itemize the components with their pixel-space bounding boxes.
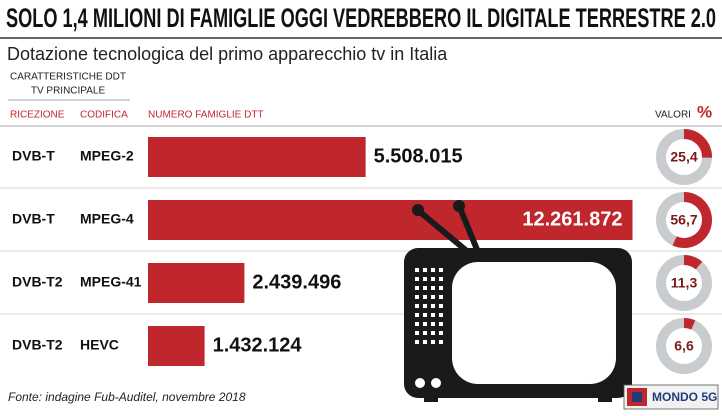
brand-icon [632, 392, 642, 402]
column-header: VALORI [655, 110, 691, 121]
donut-segment [672, 192, 712, 248]
source-note: Fonte: indagine Fub-Auditel, novembre 20… [8, 390, 246, 404]
group-header: CARATTERISTICHE DDT [10, 72, 126, 83]
donut-segment [683, 129, 712, 158]
value-label: 2.439.496 [252, 271, 341, 293]
bar [148, 263, 245, 303]
row-ricezione: DVB-T2 [12, 337, 63, 353]
row-category: MPEG-2 [80, 148, 134, 164]
row-ricezione: DVB-T [12, 211, 55, 227]
row-category: MPEG-41 [80, 274, 142, 290]
row-ricezione: DVB-T [12, 148, 55, 164]
donut-segment [683, 318, 696, 330]
chart-title: SOLO 1,4 MILIONI DI FAMIGLIE OGGI VEDREB… [6, 3, 716, 33]
value-label: 5.508.015 [374, 145, 463, 167]
value-label: 12.261.872 [522, 208, 622, 230]
column-header: RICEZIONE [10, 110, 65, 121]
bar [148, 137, 366, 177]
column-header: NUMERO FAMIGLIE DTT [148, 110, 264, 121]
brand-name: MONDO 5G [652, 390, 717, 404]
chart-subtitle: Dotazione tecnologica del primo apparecc… [7, 44, 448, 64]
value-label: 1.432.124 [213, 334, 303, 356]
bar [148, 326, 205, 366]
column-header: % [697, 102, 712, 121]
group-header: TV PRINCIPALE [31, 86, 106, 97]
row-ricezione: DVB-T2 [12, 274, 63, 290]
percent-label: 25,4 [670, 149, 697, 165]
percent-label: 6,6 [674, 338, 694, 354]
row-category: MPEG-4 [80, 211, 134, 227]
column-header: CODIFICA [80, 110, 128, 121]
percent-label: 11,3 [671, 275, 698, 291]
donut-segment [683, 255, 703, 270]
tv-illustration [404, 200, 632, 402]
percent-label: 56,7 [670, 212, 697, 228]
row-category: HEVC [80, 337, 119, 353]
bar [148, 200, 633, 240]
